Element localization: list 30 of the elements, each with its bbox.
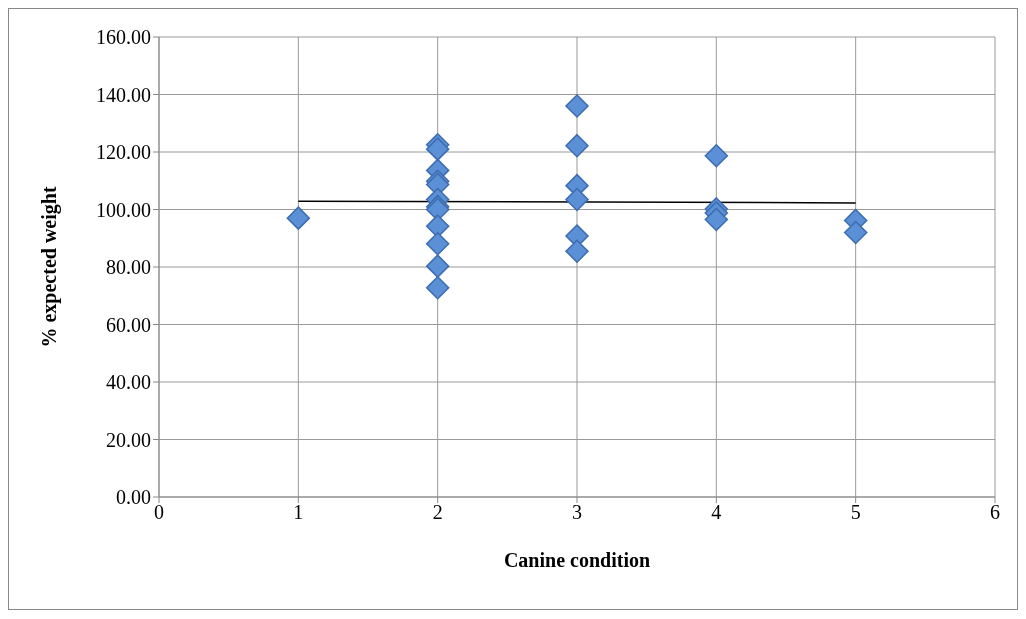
x-axis-title: Canine condition xyxy=(503,549,651,571)
y-tick-label: 100.00 xyxy=(96,198,151,221)
point xyxy=(843,220,868,245)
y-tick-label: 160.00 xyxy=(96,26,151,49)
y-tick-label: 140.00 xyxy=(96,83,151,106)
x-tick-label: 0 xyxy=(154,501,164,524)
point xyxy=(286,206,311,230)
y-tick-label: 40.00 xyxy=(106,371,151,394)
x-tick-label: 4 xyxy=(711,501,722,524)
point xyxy=(565,187,589,212)
y-tick-label: 20.00 xyxy=(106,428,151,451)
x-tick-label: 2 xyxy=(432,501,443,524)
y-tick-label: 60.00 xyxy=(106,313,151,336)
x-tick-label: 3 xyxy=(572,501,582,524)
point xyxy=(425,275,450,300)
y-tick-label: 0.00 xyxy=(116,486,151,509)
point xyxy=(565,239,589,263)
point xyxy=(704,207,729,232)
y-tick-label: 80.00 xyxy=(106,256,151,279)
point xyxy=(425,231,450,256)
y-axis-title: % expected weight xyxy=(38,186,62,348)
x-tick-label: 5 xyxy=(850,501,861,524)
point xyxy=(425,214,450,238)
point xyxy=(565,94,589,118)
x-tick-label: 1 xyxy=(293,501,304,524)
y-tick-label: 120.00 xyxy=(96,141,151,164)
point xyxy=(704,143,729,168)
point xyxy=(565,133,589,158)
point xyxy=(425,254,450,278)
x-tick-label: 6 xyxy=(990,501,1000,524)
